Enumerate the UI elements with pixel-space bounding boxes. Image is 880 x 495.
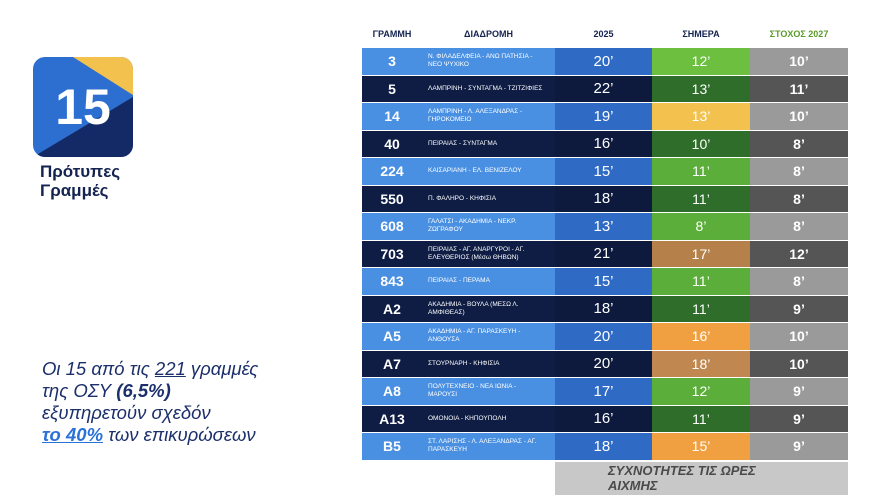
frequency-target: 8’ (750, 185, 848, 212)
route: ΠΕΙΡΑΙΑΣ - ΠΕΡΑΜΑ (422, 268, 555, 295)
route: ΑΚΑΔΗΜΙΑ - ΒΟΥΛΑ (ΜΕΣΩ Λ. ΑΜΦΙΘΕΑΣ) (422, 295, 555, 322)
frequency-today: 12’ (652, 378, 750, 405)
frequency-today: 11’ (652, 185, 750, 212)
frequency-today: 15’ (652, 433, 750, 460)
frequency-2025: 19’ (555, 103, 652, 130)
frequency-today: 12’ (652, 48, 750, 75)
note-text: γραμμές (185, 358, 259, 379)
line-number: 703 (362, 240, 422, 267)
note-text: το 40% (42, 424, 104, 445)
route: ΣΤ. ΛΑΡΙΣΗΣ - Λ. ΑΛΕΞΑΝΔΡΑΣ - ΑΓ. ΠΑΡΑΣΚ… (422, 433, 555, 460)
route: Π. ΦΑΛΗΡΟ - ΚΗΦΙΣΙΑ (422, 185, 555, 212)
logo-badge: 15 (33, 57, 133, 157)
frequency-today: 11’ (652, 158, 750, 185)
column-header: ΓΡΑΜΜΗ (372, 29, 412, 39)
frequency-target: 12’ (750, 240, 848, 267)
frequency-2025: 20’ (555, 323, 652, 350)
frequency-target: 11’ (750, 75, 848, 102)
frequency-today: 17’ (652, 240, 750, 267)
note-text: της ΟΣΥ (42, 380, 117, 401)
frequency-today: 11’ (652, 405, 750, 432)
line-number: A8 (362, 378, 422, 405)
route: Ν. ΦΙΛΑΔΕΛΦΕΙΑ - ΑΝΩ ΠΑΤΗΣΙΑ - ΝΕΟ ΨΥΧΙΚ… (422, 48, 555, 75)
frequency-2025: 16’ (555, 405, 652, 432)
column-header: ΔΙΑΔΡΟΜΗ (464, 29, 513, 39)
frequency-2025: 15’ (555, 158, 652, 185)
line-number: B5 (362, 433, 422, 460)
route: ΟΜΟΝΟΙΑ - ΚΗΠΟΥΠΟΛΗ (422, 405, 555, 432)
frequency-target: 9’ (750, 405, 848, 432)
frequency-target: 9’ (750, 295, 848, 322)
frequency-2025: 20’ (555, 350, 652, 377)
frequency-today: 13’ (652, 75, 750, 102)
logo-number: 15 (55, 79, 111, 135)
frequency-today: 8’ (652, 213, 750, 240)
logo-title: Πρότυπες Γραμμές (40, 162, 121, 200)
route: ΠΕΙΡΑΙΑΣ - ΑΓ. ΑΝΑΡΓΥΡΟΙ - ΑΓ. ΕΛΕΥΘΕΡΙΟ… (422, 240, 555, 267)
route: ΛΑΜΠΡΙΝΗ - Λ. ΑΛΕΞΑΝΔΡΑΣ - ΓΗΡΟΚΟΜΕΙΟ (422, 103, 555, 130)
note-text: των επικυρώσεων (103, 424, 256, 445)
footer-text: ΣΥΧΝΟΤΗΤΕΣ ΤΙΣ ΩΡΕΣ ΑΙΧΜΗΣ (608, 463, 756, 493)
frequency-target: 8’ (750, 130, 848, 157)
route: ΛΑΜΠΡΙΝΗ - ΣΥΝΤΑΓΜΑ - ΤΖΙΤΖΙΦΙΕΣ (422, 75, 555, 102)
frequency-today: 10’ (652, 130, 750, 157)
route: ΓΑΛΑΤΣΙ - ΑΚΑΔΗΜΙΑ - ΝΕΚΡ. ΖΩΓΡΑΦΟΥ (422, 213, 555, 240)
column-header: 2025 (593, 29, 614, 39)
note: Οι 15 από τις 221 γραμμές της ΟΣΥ (6,5%) ε… (42, 358, 258, 446)
column-header: ΣΗΜΕΡΑ (682, 29, 720, 39)
line-number: 843 (362, 268, 422, 295)
note-text: (6,5%) (116, 380, 171, 401)
line-number: A2 (362, 295, 422, 322)
frequency-today: 18’ (652, 350, 750, 377)
frequency-target: 10’ (750, 350, 848, 377)
line-number: 40 (362, 130, 422, 157)
line-number: 224 (362, 158, 422, 185)
line-number: 550 (362, 185, 422, 212)
frequency-2025: 21’ (555, 240, 652, 267)
note-text: Οι 15 από τις (42, 358, 155, 379)
frequency-2025: 20’ (555, 48, 652, 75)
frequency-2025: 22’ (555, 75, 652, 102)
frequency-target: 10’ (750, 48, 848, 75)
route: ΑΚΑΔΗΜΙΑ - ΑΓ. ΠΑΡΑΣΚΕΥΗ - ΑΝΘΟΥΣΑ (422, 323, 555, 350)
frequency-2025: 18’ (555, 295, 652, 322)
frequency-2025: 18’ (555, 433, 652, 460)
frequency-today: 11’ (652, 268, 750, 295)
frequency-target: 8’ (750, 213, 848, 240)
column-header: ΣΤΟΧΟΣ 2027 (769, 29, 829, 39)
line-number: A13 (362, 405, 422, 432)
line-number: A5 (362, 323, 422, 350)
frequency-today: 11’ (652, 295, 750, 322)
line-number: A7 (362, 350, 422, 377)
route: ΚΑΙΣΑΡΙΑΝΗ - ΕΛ. ΒΕΝΙΖΕΛΟΥ (422, 158, 555, 185)
line-number: 608 (362, 213, 422, 240)
frequency-target: 9’ (750, 433, 848, 460)
frequency-target: 8’ (750, 158, 848, 185)
line-number: 14 (362, 103, 422, 130)
note-text: 221 (154, 358, 186, 379)
frequency-2025: 13’ (555, 213, 652, 240)
frequency-today: 13’ (652, 103, 750, 130)
frequency-2025: 18’ (555, 185, 652, 212)
frequency-target: 10’ (750, 323, 848, 350)
frequency-target: 10’ (750, 103, 848, 130)
frequency-2025: 17’ (555, 378, 652, 405)
frequency-2025: 16’ (555, 130, 652, 157)
frequency-target: 9’ (750, 378, 848, 405)
route: ΣΤΟΥΡΝΑΡΗ - ΚΗΦΙΣΙΑ (422, 350, 555, 377)
line-number: 3 (362, 48, 422, 75)
route: ΠΟΛΥΤΕΧΝΕΙΟ - ΝΕΑ ΙΩΝΙΑ - ΜΑΡΟΥΣΙ (422, 378, 555, 405)
route: ΠΕΙΡΑΙΑΣ - ΣΥΝΤΑΓΜΑ (422, 130, 555, 157)
line-number: 5 (362, 75, 422, 102)
note-text: εξυπηρετούν σχεδόν (42, 402, 211, 423)
frequency-target: 8’ (750, 268, 848, 295)
frequency-2025: 15’ (555, 268, 652, 295)
footer-box: ΣΥΧΝΟΤΗΤΕΣ ΤΙΣ ΩΡΕΣ ΑΙΧΜΗΣ (555, 462, 848, 495)
frequency-today: 16’ (652, 323, 750, 350)
